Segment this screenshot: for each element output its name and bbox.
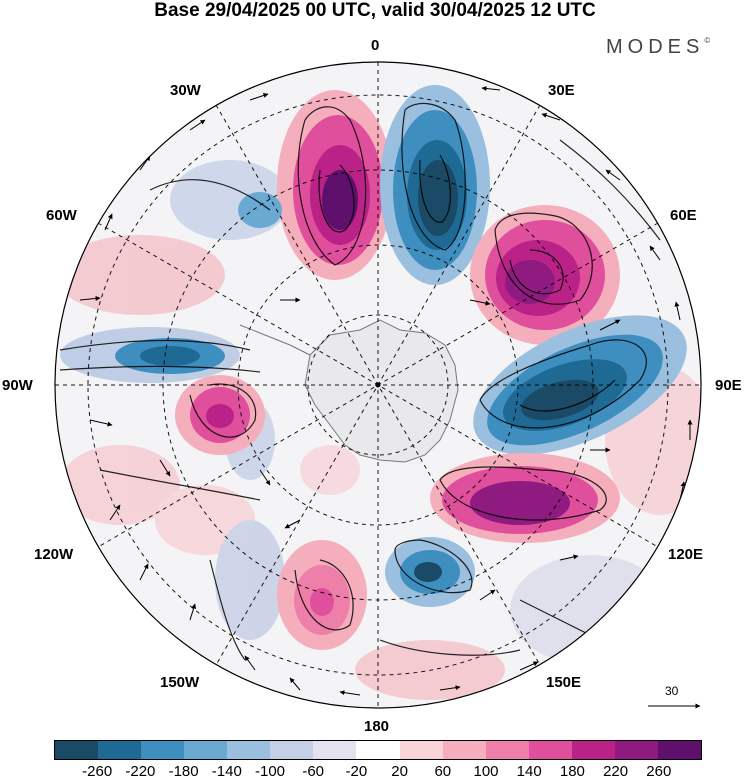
colorbar-label: 260: [646, 763, 672, 780]
map-field: [55, 62, 701, 708]
colorbar: [54, 740, 702, 760]
brand-name: MODES: [606, 36, 705, 58]
colorbar-label: -180: [168, 763, 199, 780]
lon-label-60w: 60W: [46, 207, 77, 224]
colorbar-cell-1: [98, 741, 142, 759]
colorbar-cell-13: [614, 741, 658, 759]
lon-label-30e: 30E: [548, 82, 575, 99]
colorbar-cell-2: [141, 741, 185, 759]
colorbar-cell-8: [399, 741, 443, 759]
colorbar-label: 180: [559, 763, 585, 780]
lon-label-180: 180: [364, 718, 390, 735]
colorbar-cell-10: [485, 741, 529, 759]
lon-label-60e: 60E: [670, 207, 697, 224]
lon-label-120e: 120E: [668, 546, 704, 563]
lon-label-150e: 150E: [546, 674, 582, 691]
colorbar-cell-9: [442, 741, 486, 759]
colorbar-cell-7: [356, 741, 400, 759]
south-pole-marker: [375, 382, 381, 388]
lon-label-90e: 90E: [715, 377, 742, 394]
colorbar-label: -100: [254, 763, 286, 780]
lon-label-90w: 90W: [2, 377, 33, 394]
colorbar-cell-11: [528, 741, 572, 759]
lon-label-150w: 150W: [160, 674, 200, 691]
lon-label-30w: 30W: [170, 82, 201, 99]
colorbar-label: -20: [345, 763, 368, 780]
colorbar-cell-14: [657, 741, 701, 759]
brand-logo: MODES©: [606, 36, 710, 59]
colorbar-labels: -260 -220 -180 -140 -100 -60 -20 20 60 100 140 180 2…: [0, 763, 750, 783]
colorbar-cell-4: [227, 741, 271, 759]
colorbar-label: 100: [473, 763, 499, 780]
colorbar-cell-5: [270, 741, 314, 759]
map-boundary: [54, 61, 702, 709]
colorbar-label: 140: [516, 763, 542, 780]
colorbar-label: -140: [211, 763, 242, 780]
colorbar-cell-3: [184, 741, 228, 759]
colorbar-cell-12: [571, 741, 615, 759]
colorbar-label: 60: [434, 763, 452, 780]
colorbar-cell-6: [313, 741, 357, 759]
reference-vector-label: 30: [665, 684, 679, 698]
colorbar-label: -220: [125, 763, 156, 780]
copyright-mark: ©: [704, 36, 711, 45]
colorbar-label: 220: [603, 763, 629, 780]
colorbar-label: 20: [391, 763, 408, 780]
colorbar-label: -260: [82, 763, 113, 780]
anomaly-cells: [115, 85, 687, 650]
lon-label-120w: 120W: [34, 546, 74, 563]
colorbar-cell-0: [55, 741, 99, 759]
map-title: Base 29/04/2025 00 UTC, valid 30/04/2025…: [154, 0, 596, 21]
lon-label-0: 0: [371, 37, 380, 54]
colorbar-label: -60: [302, 763, 325, 780]
